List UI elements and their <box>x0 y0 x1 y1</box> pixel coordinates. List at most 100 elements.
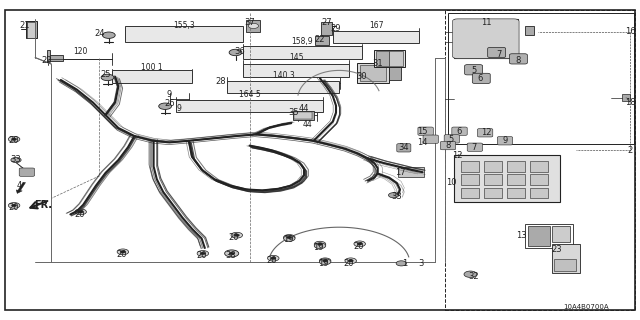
Bar <box>454 155 560 202</box>
Bar <box>227 81 339 93</box>
Bar <box>243 46 362 59</box>
Text: 17: 17 <box>395 168 405 177</box>
Text: 6: 6 <box>477 74 483 83</box>
Text: 164 5: 164 5 <box>239 90 260 99</box>
Text: 10: 10 <box>446 178 456 187</box>
Bar <box>47 50 50 61</box>
Circle shape <box>225 250 239 257</box>
Text: 20: 20 <box>9 204 19 212</box>
Circle shape <box>464 271 477 277</box>
Bar <box>507 188 525 198</box>
Bar <box>528 226 550 246</box>
Bar <box>530 188 548 198</box>
Circle shape <box>248 23 259 28</box>
Text: 5: 5 <box>449 135 454 144</box>
Text: 140 3: 140 3 <box>273 71 294 80</box>
Bar <box>374 50 405 67</box>
Bar <box>357 63 389 83</box>
Circle shape <box>120 251 125 253</box>
Text: 5: 5 <box>471 66 476 75</box>
Circle shape <box>12 204 17 207</box>
FancyBboxPatch shape <box>19 168 35 176</box>
Circle shape <box>388 193 399 198</box>
Text: 12: 12 <box>452 151 463 160</box>
FancyBboxPatch shape <box>509 54 527 64</box>
Bar <box>484 188 502 198</box>
Text: 20: 20 <box>228 233 239 242</box>
Circle shape <box>271 257 276 260</box>
Circle shape <box>314 241 326 247</box>
Bar <box>398 167 424 177</box>
Bar <box>552 244 580 273</box>
Text: 20: 20 <box>344 259 354 268</box>
Circle shape <box>11 157 21 163</box>
Text: 20: 20 <box>75 210 85 219</box>
Circle shape <box>284 235 295 240</box>
Text: 19: 19 <box>314 243 324 252</box>
Circle shape <box>345 258 356 264</box>
Text: 28: 28 <box>216 77 226 86</box>
FancyBboxPatch shape <box>465 65 483 75</box>
Circle shape <box>200 252 205 255</box>
Text: 4: 4 <box>17 181 22 190</box>
Bar <box>389 67 401 80</box>
Text: 13: 13 <box>516 231 527 240</box>
Text: 100 1: 100 1 <box>141 63 163 72</box>
Circle shape <box>317 243 323 245</box>
Bar <box>27 22 35 38</box>
Circle shape <box>314 243 326 249</box>
Text: 37: 37 <box>244 18 255 27</box>
Circle shape <box>101 74 114 81</box>
Circle shape <box>268 255 279 261</box>
Text: 2: 2 <box>628 146 633 155</box>
Bar <box>454 19 518 58</box>
Text: 44: 44 <box>302 120 312 129</box>
Text: 38: 38 <box>225 252 236 260</box>
Bar <box>321 22 332 35</box>
Bar <box>448 13 634 144</box>
Text: 44: 44 <box>299 104 309 113</box>
Text: 25: 25 <box>100 70 111 79</box>
Text: 35: 35 <box>288 108 298 117</box>
Bar <box>26 21 37 38</box>
Circle shape <box>102 32 115 38</box>
Bar <box>484 161 502 172</box>
Circle shape <box>357 243 362 245</box>
Circle shape <box>226 251 237 256</box>
Bar <box>246 20 260 32</box>
Text: 7: 7 <box>497 50 502 59</box>
Text: 16: 16 <box>625 28 636 36</box>
Circle shape <box>78 211 83 213</box>
Circle shape <box>117 249 129 255</box>
Text: 120: 120 <box>73 47 87 56</box>
Text: 21: 21 <box>19 21 29 30</box>
Bar <box>461 174 479 185</box>
Text: 14: 14 <box>417 138 428 147</box>
Circle shape <box>8 136 20 142</box>
Text: 3: 3 <box>419 259 424 268</box>
Text: 8: 8 <box>516 56 521 65</box>
FancyBboxPatch shape <box>418 127 433 135</box>
Text: 18: 18 <box>625 98 636 107</box>
Circle shape <box>287 236 292 239</box>
FancyBboxPatch shape <box>423 135 438 143</box>
Text: 20: 20 <box>267 256 277 265</box>
Circle shape <box>319 258 331 264</box>
Text: 33: 33 <box>11 156 21 164</box>
Text: 11: 11 <box>481 18 492 27</box>
Bar <box>458 21 515 56</box>
Bar <box>552 226 570 242</box>
Circle shape <box>229 252 234 255</box>
Bar <box>333 31 419 43</box>
Bar <box>530 161 548 172</box>
Bar <box>376 51 389 66</box>
FancyBboxPatch shape <box>488 47 506 58</box>
Bar <box>445 10 635 310</box>
Bar <box>112 70 192 83</box>
Text: 10A4B0700A: 10A4B0700A <box>564 304 609 309</box>
Bar <box>125 26 243 42</box>
Circle shape <box>12 138 17 140</box>
Text: 30: 30 <box>356 72 367 81</box>
Circle shape <box>75 209 86 215</box>
Text: 20: 20 <box>116 250 127 259</box>
